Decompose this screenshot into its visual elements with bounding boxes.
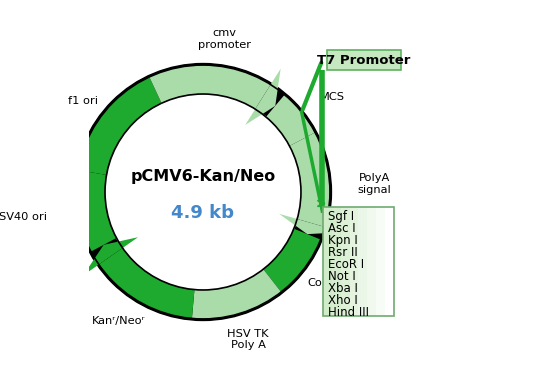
Text: Hind III: Hind III — [328, 306, 369, 319]
Polygon shape — [245, 69, 281, 125]
Polygon shape — [289, 132, 330, 227]
Text: Kanʳ/Neoʳ: Kanʳ/Neoʳ — [92, 316, 146, 326]
Text: Asc I: Asc I — [328, 222, 355, 235]
Text: pCMV6-Kan/Neo: pCMV6-Kan/Neo — [130, 169, 275, 184]
FancyBboxPatch shape — [349, 207, 358, 316]
Text: Not I: Not I — [328, 270, 355, 283]
Polygon shape — [279, 214, 343, 234]
Polygon shape — [192, 269, 281, 319]
Text: Xba I: Xba I — [328, 282, 357, 295]
Text: cmv
promoter: cmv promoter — [198, 28, 251, 50]
FancyBboxPatch shape — [332, 207, 341, 316]
Circle shape — [105, 94, 301, 290]
Polygon shape — [84, 237, 138, 275]
FancyBboxPatch shape — [358, 207, 367, 316]
Polygon shape — [149, 65, 271, 109]
FancyBboxPatch shape — [376, 207, 385, 316]
Text: T7 Promoter: T7 Promoter — [317, 54, 411, 66]
Polygon shape — [78, 77, 162, 175]
FancyBboxPatch shape — [323, 207, 332, 316]
Circle shape — [74, 63, 331, 321]
Text: Kpn I: Kpn I — [328, 234, 357, 247]
Polygon shape — [99, 248, 195, 318]
Text: 4.9 kb: 4.9 kb — [171, 204, 234, 222]
Polygon shape — [264, 229, 321, 292]
FancyBboxPatch shape — [341, 207, 349, 316]
FancyBboxPatch shape — [367, 207, 376, 316]
Text: EcoR I: EcoR I — [328, 258, 364, 271]
Text: f1 ori: f1 ori — [68, 96, 98, 106]
Text: Xho I: Xho I — [328, 294, 357, 307]
Text: ColE1: ColE1 — [307, 278, 340, 288]
Text: SV40 ori: SV40 ori — [0, 212, 47, 222]
FancyBboxPatch shape — [327, 50, 401, 70]
Text: PolyA
signal: PolyA signal — [357, 173, 391, 195]
Text: Rsr II: Rsr II — [328, 246, 357, 259]
Polygon shape — [76, 170, 116, 252]
Text: MCS: MCS — [320, 92, 345, 102]
FancyBboxPatch shape — [385, 207, 393, 316]
Text: HSV TK
Poly A: HSV TK Poly A — [227, 329, 269, 351]
Polygon shape — [266, 95, 315, 146]
Text: Sgf I: Sgf I — [328, 210, 354, 223]
